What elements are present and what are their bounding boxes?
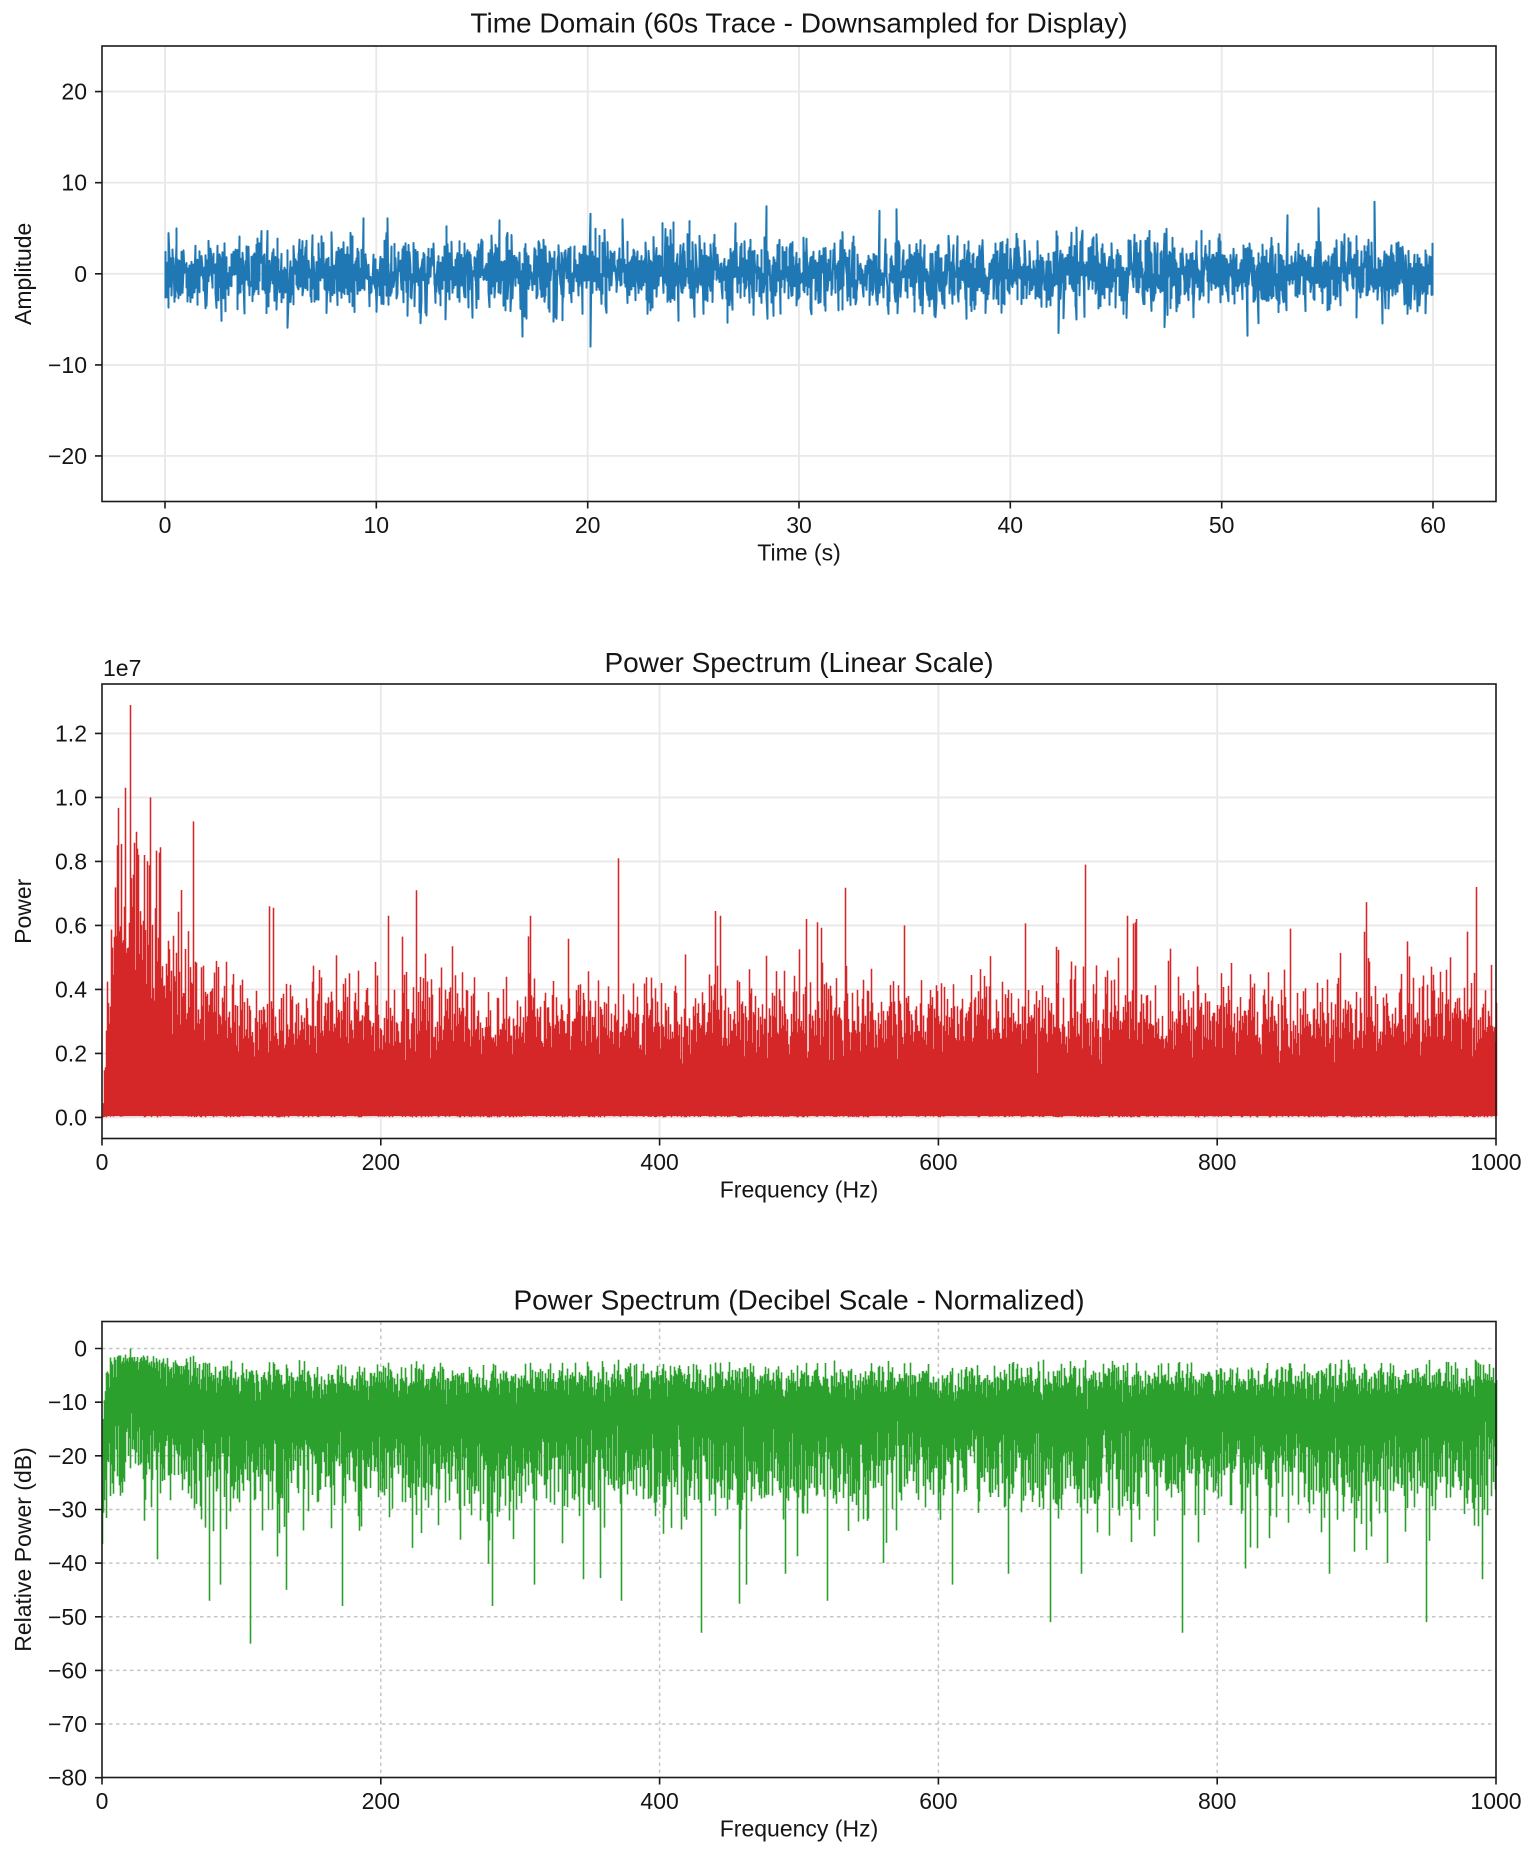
svg-text:0.0: 0.0: [55, 1104, 87, 1130]
svg-text:800: 800: [1198, 1788, 1236, 1814]
svg-text:0.2: 0.2: [55, 1040, 87, 1066]
svg-text:Relative Power (dB): Relative Power (dB): [10, 1447, 36, 1652]
svg-text:600: 600: [919, 1788, 957, 1814]
svg-text:30: 30: [786, 512, 812, 538]
svg-text:0: 0: [74, 1336, 87, 1362]
svg-text:−50: −50: [48, 1604, 87, 1630]
svg-text:0.4: 0.4: [55, 976, 87, 1002]
svg-text:1e7: 1e7: [103, 655, 141, 681]
svg-text:−20: −20: [48, 443, 87, 469]
svg-text:20: 20: [575, 512, 601, 538]
svg-text:Power Spectrum (Decibel Scale: Power Spectrum (Decibel Scale - Normaliz…: [513, 1285, 1084, 1316]
svg-text:1.2: 1.2: [55, 720, 87, 746]
svg-text:−70: −70: [48, 1711, 87, 1737]
svg-text:Frequency (Hz): Frequency (Hz): [720, 1177, 878, 1203]
svg-text:−20: −20: [48, 1443, 87, 1469]
svg-text:10: 10: [364, 512, 390, 538]
svg-text:60: 60: [1420, 512, 1446, 538]
svg-text:Power Spectrum (Linear Scale): Power Spectrum (Linear Scale): [604, 647, 993, 678]
svg-text:0: 0: [96, 1149, 109, 1175]
svg-text:0: 0: [159, 512, 172, 538]
svg-text:−10: −10: [48, 352, 87, 378]
svg-text:1.0: 1.0: [55, 784, 87, 810]
svg-text:Time (s): Time (s): [757, 540, 840, 566]
svg-text:20: 20: [61, 79, 87, 105]
svg-text:200: 200: [362, 1788, 400, 1814]
svg-text:0: 0: [96, 1788, 109, 1814]
svg-text:0.8: 0.8: [55, 848, 87, 874]
svg-text:−10: −10: [48, 1389, 87, 1415]
svg-text:200: 200: [362, 1149, 400, 1175]
svg-text:0: 0: [74, 261, 87, 287]
svg-text:1000: 1000: [1470, 1149, 1521, 1175]
svg-text:400: 400: [640, 1788, 678, 1814]
svg-text:−80: −80: [48, 1765, 87, 1791]
svg-text:800: 800: [1198, 1149, 1236, 1175]
svg-text:−40: −40: [48, 1550, 87, 1576]
svg-text:Amplitude: Amplitude: [10, 223, 36, 325]
svg-text:40: 40: [998, 512, 1024, 538]
svg-text:400: 400: [640, 1149, 678, 1175]
svg-text:10: 10: [61, 170, 87, 196]
svg-text:600: 600: [919, 1149, 957, 1175]
svg-text:0.6: 0.6: [55, 912, 87, 938]
svg-text:Frequency (Hz): Frequency (Hz): [720, 1816, 878, 1842]
svg-text:Power: Power: [10, 878, 36, 944]
svg-text:Time Domain (60s Trace - Downs: Time Domain (60s Trace - Downsampled for…: [470, 8, 1127, 39]
svg-text:−30: −30: [48, 1497, 87, 1523]
svg-text:−60: −60: [48, 1657, 87, 1683]
svg-text:50: 50: [1209, 512, 1235, 538]
svg-text:1000: 1000: [1470, 1788, 1521, 1814]
